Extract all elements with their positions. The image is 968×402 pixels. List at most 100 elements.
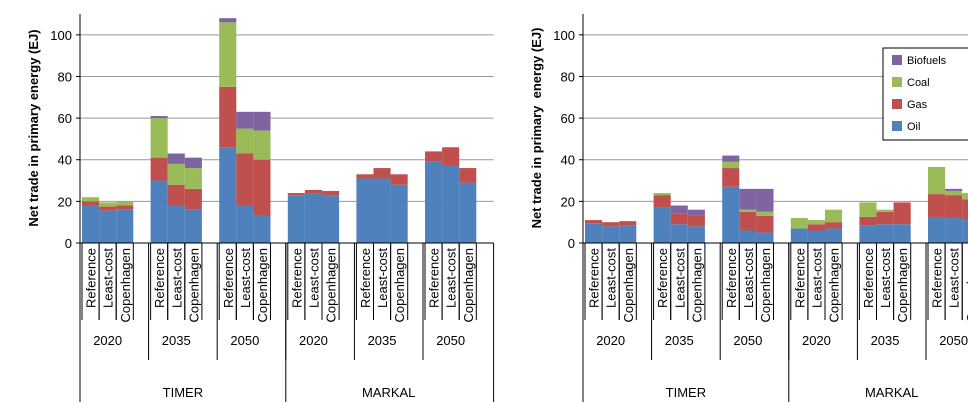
x-tick-label: Reference <box>221 248 236 308</box>
group-label: 2020 <box>93 333 122 348</box>
group-label: 2050 <box>733 333 762 348</box>
x-tick-label: Copenhagen <box>895 248 910 322</box>
legend-swatch <box>892 77 902 87</box>
bar-segment <box>442 165 460 243</box>
x-tick-label: Least-cost <box>604 248 619 308</box>
x-tick-label: Copenhagen <box>118 248 133 322</box>
legend-swatch <box>892 55 902 65</box>
bar-segment <box>945 218 963 243</box>
bar-segment <box>236 111 254 129</box>
bar-segment <box>150 180 168 243</box>
bar-segment <box>219 18 237 23</box>
bar-segment <box>390 174 408 185</box>
bar-segment <box>825 209 843 223</box>
bar-segment <box>287 193 305 196</box>
bar-segment <box>167 163 185 185</box>
bar-segment <box>790 218 808 229</box>
group-label: 2050 <box>230 333 259 348</box>
bar-segment <box>945 190 963 196</box>
x-tick-label: Copenhagen <box>461 248 476 322</box>
bar-segment <box>116 201 134 206</box>
supergroup-label: TIMER <box>163 385 203 400</box>
bar-segment <box>253 215 271 243</box>
x-tick-label: Least-cost <box>878 248 893 308</box>
x-tick-label: Least-cost <box>444 248 459 308</box>
x-tick-label: Reference <box>587 248 602 308</box>
bar-segment <box>150 157 168 181</box>
x-tick-label: Copenhagen <box>186 248 201 322</box>
x-tick-label: Reference <box>289 248 304 308</box>
group-label: 2020 <box>802 333 831 348</box>
bar-segment <box>425 161 443 243</box>
x-tick-label: Reference <box>655 248 670 308</box>
bar-segment <box>739 209 757 212</box>
x-tick-label: Reference <box>792 248 807 308</box>
x-tick-label: Least-cost <box>947 248 962 308</box>
bar-segment <box>184 168 202 189</box>
bar-segment <box>722 155 740 162</box>
bar-segment <box>739 230 757 243</box>
bar-segment <box>99 210 117 243</box>
bar-segment <box>807 220 825 225</box>
bar-segment <box>807 224 825 231</box>
bar-segment <box>653 207 671 243</box>
y-tick-label: 60 <box>561 111 575 126</box>
y-axis-label: Net trade in primary energy (EJ) <box>26 29 41 226</box>
bar-segment <box>670 213 688 225</box>
x-tick-label: Least-cost <box>672 248 687 308</box>
x-tick-label: Least-cost <box>306 248 321 308</box>
y-tick-label: 80 <box>58 69 72 84</box>
x-tick-label: Copenhagen <box>392 248 407 322</box>
x-tick-label: Copenhagen <box>827 248 842 322</box>
x-tick-label: Least-cost <box>169 248 184 308</box>
bar-segment <box>859 216 877 226</box>
x-tick-label: Least-cost <box>101 248 116 308</box>
y-tick-label: 100 <box>50 28 72 43</box>
bar-segment <box>253 159 271 216</box>
bar-segment <box>425 151 443 162</box>
bar-segment <box>756 232 774 243</box>
bar-segment <box>825 222 843 229</box>
bar-segment <box>687 209 705 216</box>
x-tick-label: Copenhagen <box>758 248 773 322</box>
y-tick-label: 60 <box>58 111 72 126</box>
group-label: 2035 <box>368 333 397 348</box>
x-tick-label: Copenhagen <box>324 248 339 322</box>
group-label: 2020 <box>596 333 625 348</box>
bar-segment <box>670 224 688 243</box>
group-label: 2035 <box>162 333 191 348</box>
x-tick-label: Copenhagen <box>255 248 270 322</box>
group-label: 2050 <box>939 333 968 348</box>
group-label: 2050 <box>436 333 465 348</box>
x-tick-label: Least-cost <box>238 248 253 308</box>
supergroup-label: TIMER <box>666 385 706 400</box>
bar-segment <box>82 205 100 243</box>
legend-swatch <box>892 99 902 109</box>
bar-segment <box>82 197 100 202</box>
supergroup-label: MARKAL <box>362 385 415 400</box>
bar-segment <box>236 153 254 206</box>
bar-segment <box>585 220 603 224</box>
bar-segment <box>722 161 740 169</box>
bar-segment <box>219 22 237 87</box>
bar-segment <box>962 220 968 243</box>
bar-segment <box>722 168 740 187</box>
bar-segment <box>459 168 477 183</box>
y-tick-label: 80 <box>561 69 575 84</box>
bar-segment <box>150 118 168 158</box>
y-tick-label: 0 <box>568 236 575 251</box>
bar-segment <box>459 182 477 243</box>
legend-swatch <box>892 121 902 131</box>
bar-segment <box>928 194 946 217</box>
legend-label: Biofuels <box>907 55 947 67</box>
y-tick-label: 40 <box>561 153 575 168</box>
x-tick-label: Reference <box>358 248 373 308</box>
bar-segment <box>859 202 877 217</box>
bar-segment <box>184 188 202 210</box>
bar-segment <box>373 168 391 179</box>
bar-segment <box>236 128 254 154</box>
bar-segment <box>653 195 671 208</box>
bar-segment <box>99 206 117 211</box>
bar-segment <box>859 225 877 243</box>
